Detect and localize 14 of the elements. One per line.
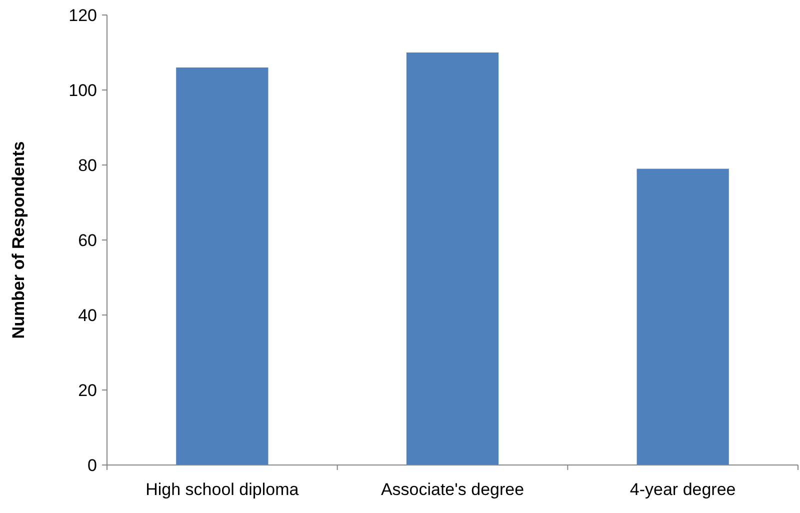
x-tick-label: 4-year degree xyxy=(630,480,736,499)
y-tick-label: 120 xyxy=(68,6,97,25)
x-tick-label: High school diploma xyxy=(146,480,300,499)
y-tick-label: 100 xyxy=(68,80,97,100)
y-tick-label: 80 xyxy=(78,156,97,175)
x-tick-label: Associate's degree xyxy=(380,480,524,499)
y-tick-label: 0 xyxy=(88,456,97,475)
y-tick-label: 60 xyxy=(78,230,97,250)
y-tick-label: 40 xyxy=(78,306,97,325)
bar xyxy=(406,52,499,465)
bar xyxy=(176,68,268,465)
bar xyxy=(636,168,729,465)
y-axis-title: Number of Respondents xyxy=(9,141,28,339)
y-tick-label: 20 xyxy=(78,380,97,400)
